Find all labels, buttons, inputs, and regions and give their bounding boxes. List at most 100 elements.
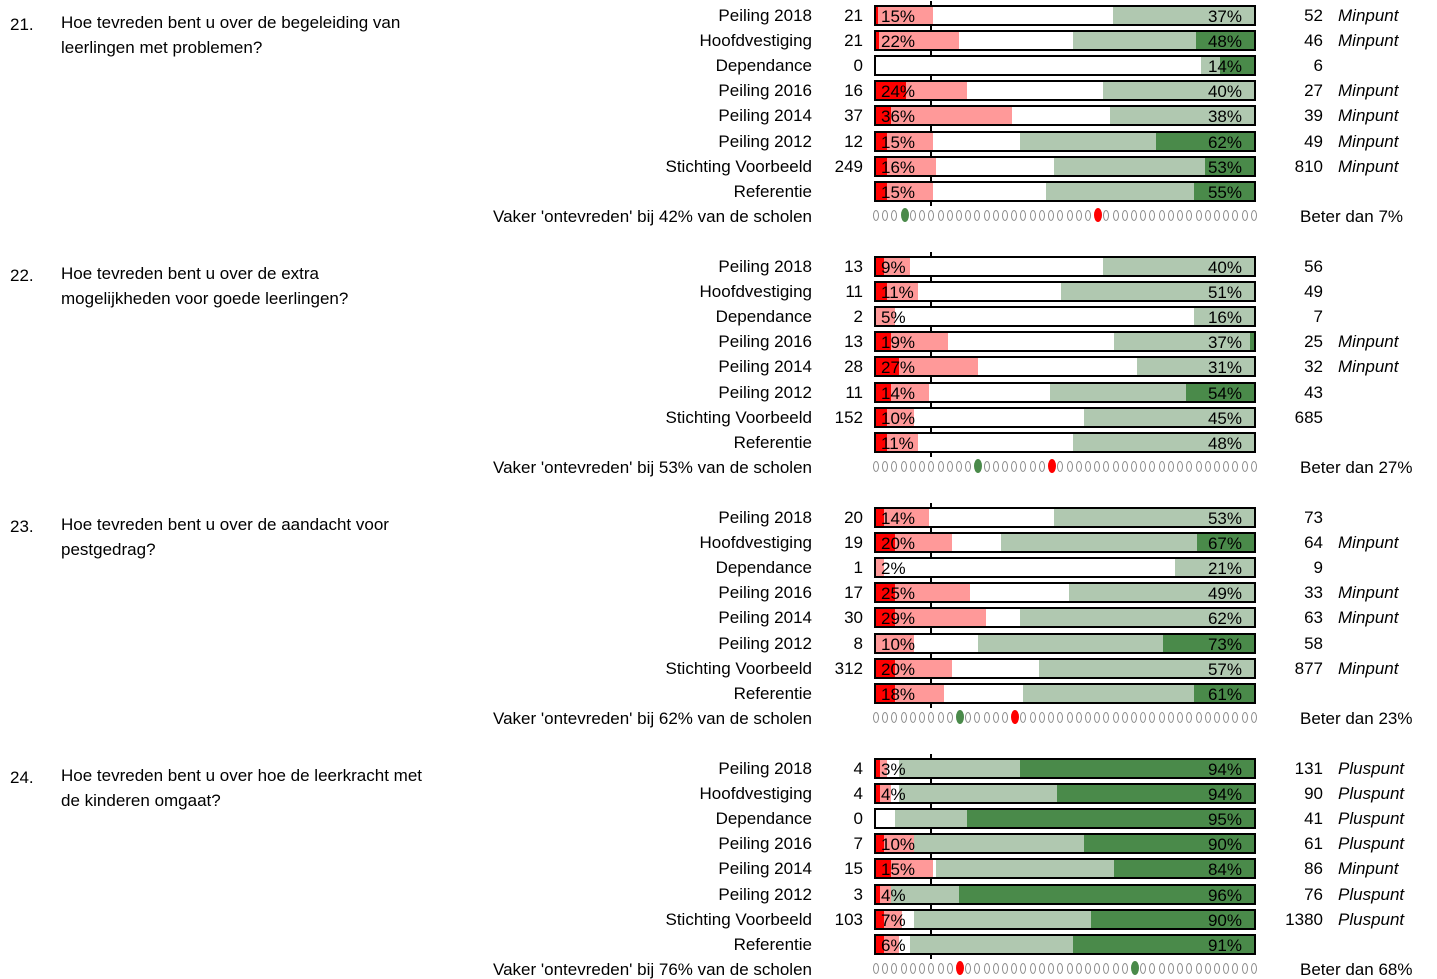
positive-percentage: 37% bbox=[1207, 7, 1242, 26]
school-dot bbox=[1103, 460, 1110, 472]
very-dissatisfied-segment bbox=[876, 157, 888, 175]
school-dot bbox=[992, 962, 999, 974]
school-dot bbox=[1020, 962, 1027, 974]
row-label: Peiling 2018 bbox=[718, 6, 812, 25]
school-dot bbox=[873, 711, 879, 723]
school-dot bbox=[1020, 711, 1027, 723]
negative-percentage: 15% bbox=[881, 132, 916, 152]
dissatisfied-count: 0 bbox=[853, 56, 863, 76]
negative-percentage: 20% bbox=[881, 659, 916, 679]
verdict-label: Pluspunt bbox=[1338, 884, 1405, 904]
neutral-segment bbox=[928, 509, 1054, 526]
verdict-label: Minpunt bbox=[1338, 533, 1399, 553]
school-dot bbox=[983, 962, 990, 974]
negative-percentage: 15% bbox=[881, 182, 916, 202]
school-dot bbox=[1232, 460, 1239, 472]
very-dissatisfied-segment bbox=[876, 283, 888, 301]
reference-dot bbox=[1048, 458, 1057, 473]
neutral-segment bbox=[913, 634, 979, 652]
school-dot bbox=[1057, 209, 1064, 221]
very-dissatisfied-segment bbox=[876, 333, 892, 351]
school-dot bbox=[1140, 460, 1147, 472]
school-dot bbox=[992, 460, 999, 472]
verdict-label: Minpunt bbox=[1338, 156, 1399, 176]
satisfied-count: 877 bbox=[1294, 658, 1323, 678]
neutral-segment bbox=[913, 408, 1084, 426]
stacked-bar: 36% 38% bbox=[874, 105, 1256, 127]
school-dot bbox=[900, 711, 907, 723]
dissatisfied-count: 0 bbox=[853, 809, 863, 829]
school-dot bbox=[946, 962, 953, 974]
very-dissatisfied-segment bbox=[876, 534, 895, 552]
verdict-label: Minpunt bbox=[1338, 357, 1399, 377]
satisfied-count: 810 bbox=[1294, 156, 1323, 176]
axis-line bbox=[930, 1, 932, 206]
school-dot bbox=[1075, 962, 1082, 974]
satisfied-count: 64 bbox=[1304, 533, 1323, 553]
school-dot bbox=[1204, 711, 1211, 723]
school-dot bbox=[1167, 962, 1174, 974]
very-satisfied-segment bbox=[1072, 935, 1254, 953]
dissatisfied-count: 249 bbox=[834, 156, 863, 176]
positive-percentage: 90% bbox=[1207, 835, 1242, 855]
very-satisfied-segment bbox=[1155, 132, 1254, 150]
school-dot bbox=[1011, 460, 1018, 472]
negative-percentage: 10% bbox=[881, 634, 916, 654]
school-distribution-dots bbox=[873, 960, 1263, 976]
very-satisfied-segment bbox=[1057, 785, 1254, 803]
negative-percentage: 14% bbox=[881, 509, 916, 528]
dissatisfied-count: 20 bbox=[844, 508, 863, 527]
positive-percentage: 21% bbox=[1207, 559, 1242, 579]
neutral-segment bbox=[947, 333, 1115, 351]
satisfied-count: 9 bbox=[1313, 558, 1323, 578]
row-label: Dependance bbox=[715, 307, 812, 327]
satisfied-count: 90 bbox=[1304, 784, 1323, 804]
very-dissatisfied-segment bbox=[876, 82, 907, 100]
row-label: Peiling 2014 bbox=[718, 859, 812, 879]
dissatisfied-count: 3 bbox=[853, 884, 863, 904]
school-dot bbox=[882, 962, 889, 974]
dissatisfied-count: 11 bbox=[845, 382, 863, 402]
dissatisfied-count: 13 bbox=[844, 257, 863, 276]
row-label: Referentie bbox=[733, 934, 812, 954]
positive-percentage: 62% bbox=[1207, 132, 1242, 152]
school-dot bbox=[900, 962, 907, 974]
school-dot bbox=[1131, 460, 1137, 472]
satisfied-count: 49 bbox=[1304, 131, 1323, 151]
dissatisfied-segment bbox=[894, 609, 986, 627]
satisfied-segment bbox=[978, 634, 1164, 652]
school-dot bbox=[1177, 209, 1184, 221]
school-distribution-dots bbox=[873, 458, 1263, 474]
dissatisfied-segment bbox=[894, 534, 952, 552]
school-dot bbox=[1213, 962, 1220, 974]
school-dot bbox=[1131, 711, 1137, 723]
school-dot bbox=[1149, 962, 1156, 974]
school-dot bbox=[983, 209, 990, 221]
this-school-dot bbox=[900, 207, 909, 222]
negative-percentage: 20% bbox=[881, 534, 916, 554]
satisfied-segment bbox=[913, 835, 1084, 853]
school-dot bbox=[928, 962, 935, 974]
school-dot bbox=[882, 460, 889, 472]
row-label: Referentie bbox=[733, 683, 812, 703]
neutral-segment bbox=[932, 182, 1047, 200]
school-dot bbox=[1149, 711, 1156, 723]
row-label: Dependance bbox=[715, 558, 812, 578]
dissatisfied-segment bbox=[876, 634, 914, 652]
school-dot bbox=[974, 209, 981, 221]
very-dissatisfied-segment bbox=[876, 760, 880, 777]
verdict-label: Minpunt bbox=[1338, 31, 1399, 51]
dissatisfied-segment bbox=[883, 835, 914, 853]
positive-percentage: 14% bbox=[1207, 57, 1242, 77]
school-dot bbox=[882, 209, 889, 221]
stacked-bar: 9% 40% bbox=[874, 256, 1256, 277]
dissatisfied-count: 13 bbox=[844, 332, 863, 352]
school-dot bbox=[1048, 209, 1055, 221]
school-dot bbox=[1158, 209, 1165, 221]
row-label: Peiling 2016 bbox=[718, 834, 812, 854]
school-dot bbox=[1195, 962, 1202, 974]
neutral-segment bbox=[932, 860, 937, 878]
neutral-segment bbox=[985, 609, 1020, 627]
school-dot bbox=[1241, 460, 1248, 472]
school-dot bbox=[1066, 460, 1073, 472]
